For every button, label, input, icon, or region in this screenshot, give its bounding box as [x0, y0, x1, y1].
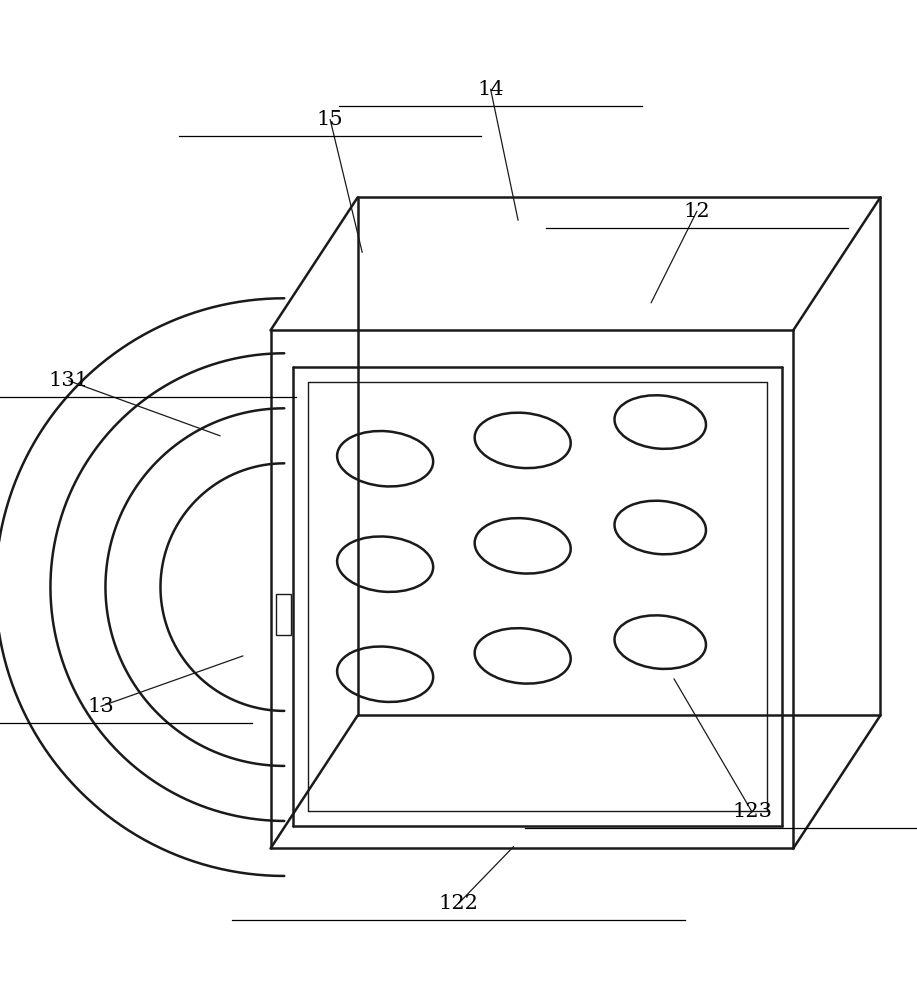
Text: 15: 15: [316, 110, 344, 129]
Text: 131: 131: [49, 371, 89, 390]
Text: 14: 14: [477, 80, 504, 99]
Text: 12: 12: [683, 202, 711, 221]
Text: 122: 122: [438, 894, 479, 913]
Text: 123: 123: [732, 802, 772, 821]
Text: 13: 13: [87, 697, 115, 716]
